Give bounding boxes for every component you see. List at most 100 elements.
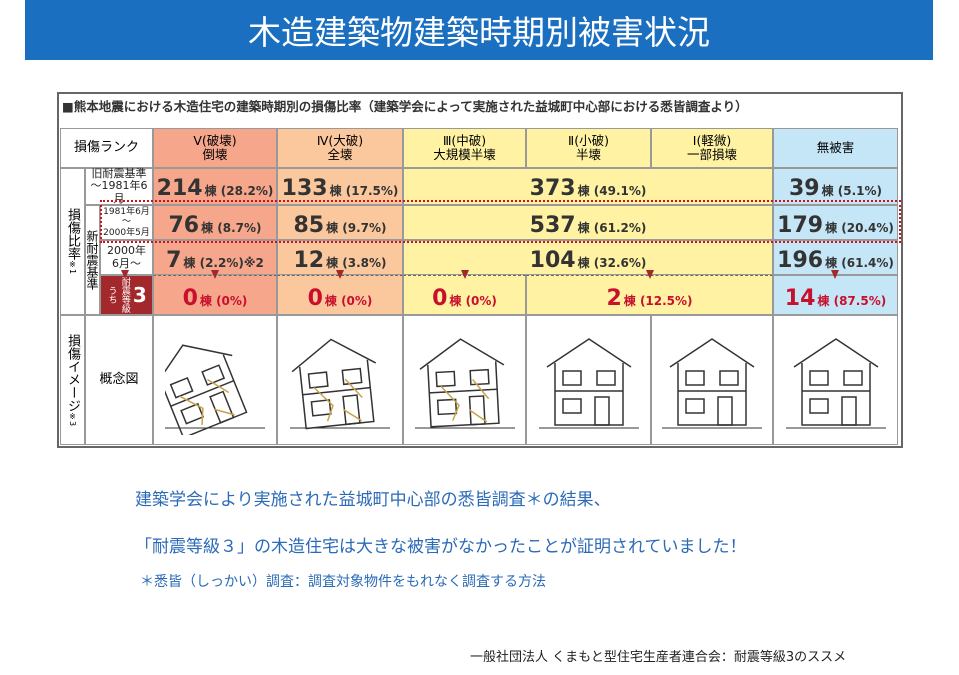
count: 76 (168, 213, 200, 238)
data-cell: 104 棟 (32.6%) (403, 240, 773, 275)
count: 0 (307, 286, 323, 311)
corner-cell: 損傷ランク (60, 128, 153, 168)
arrow (461, 270, 469, 279)
row-label-text: ～ (121, 217, 131, 228)
arrow (646, 270, 654, 279)
detail: 棟 (12.5%) (623, 294, 693, 308)
row-label: うち 耐震等級 3 (100, 275, 153, 315)
data-cell: 133 棟 (17.5%) (277, 168, 403, 205)
side-label: 損傷比率 ※1 (60, 168, 85, 315)
rank-label: 大規模半壊 (433, 147, 496, 162)
row-label-text: うち (106, 286, 117, 304)
image-cell (773, 315, 898, 445)
count: 133 (281, 176, 328, 201)
column-header: Ⅰ(軽微) 一部損壊 (651, 128, 773, 168)
row-label-text: 6月～ (112, 256, 141, 270)
image-cell (403, 315, 526, 445)
table-frame (57, 92, 903, 448)
house (165, 344, 265, 435)
column-header: Ⅴ(破壊) 倒壊 (153, 128, 277, 168)
arrow (831, 270, 839, 279)
rank-label: 倒壊 (202, 147, 228, 162)
data-cell: 39 棟 (5.1%) (773, 168, 898, 205)
data-cell: 179 棟 (20.4%) (773, 205, 898, 240)
detail: 棟 (28.2%) (204, 184, 274, 198)
data-cell: 76 棟 (8.7%) (153, 205, 277, 240)
count: 196 (777, 248, 824, 273)
row-label-text: 3 (132, 282, 147, 307)
count: 0 (432, 286, 448, 311)
house (538, 338, 639, 429)
count: 39 (788, 176, 820, 201)
rank-label: 無被害 (816, 139, 855, 155)
image-row-text: 概念図 (99, 371, 139, 387)
image-row-label: 概念図 (85, 315, 153, 445)
new-label: 新耐震基準 (85, 205, 100, 315)
detail: 棟 (49.1%) (577, 184, 647, 198)
column-header: 無被害 (773, 128, 898, 168)
count: 14 (784, 286, 816, 311)
detail: 棟 (0%) (199, 294, 248, 308)
detail: 棟 (0%) (449, 294, 497, 308)
rank-label: 全壊 (327, 147, 353, 162)
row-label: 1981年6月～ 2000年5月 (100, 205, 153, 240)
house (414, 338, 515, 429)
count: 85 (293, 213, 325, 238)
column-header: Ⅲ(中破) 大規模半壊 (403, 128, 526, 168)
new-label-text: 新耐震基準 (85, 230, 99, 290)
detail: 棟 (3.8%) (326, 256, 387, 270)
row-label: 旧耐震基準 ～1981年6月 (85, 166, 153, 205)
detail: 棟 (61.4%) (825, 256, 894, 270)
highlight (100, 200, 901, 243)
image-label-text: 損傷イメージ (65, 333, 80, 412)
house (662, 338, 762, 429)
data-cell: 12 棟 (3.8%) (277, 240, 403, 275)
count: 2 (606, 286, 622, 311)
house (785, 338, 886, 429)
row-label-text: ～1981年6月 (90, 179, 148, 205)
row-label-text: 2000年5月 (103, 227, 150, 238)
image-cell (526, 315, 651, 445)
image-cell (277, 315, 403, 445)
count: 7 (166, 248, 182, 273)
count: 179 (777, 213, 824, 238)
footer: 一般社団法人 くまもと型住宅生産者連合会：耐震等級3のススメ (470, 650, 847, 665)
rank: Ⅴ(破壊) (193, 132, 237, 148)
count: 214 (156, 176, 203, 201)
detail: 棟 (9.7%) (326, 221, 387, 235)
detail: 棟 (5.1%) (821, 184, 883, 198)
detail: 棟 (8.7%) (201, 221, 262, 235)
image-note: ※3 (68, 411, 77, 427)
detail: 棟 (87.5%) (817, 294, 887, 308)
side-label-text: 損傷比率 (65, 208, 80, 261)
data-cell: 196 棟 (61.4%) (773, 240, 898, 275)
row-label-text: 旧耐震基準 (91, 166, 147, 180)
detail: 棟 (0%) (324, 294, 373, 308)
house (290, 338, 390, 430)
count: 373 (529, 176, 576, 201)
column-header: Ⅱ(小破) 半壊 (526, 128, 651, 168)
rank-label: 半壊 (575, 147, 601, 162)
count: 0 (182, 286, 198, 311)
body-line: 「耐震等級３」の木造住宅は大きな被害がなかったことが証明されていました！ (135, 537, 747, 557)
rank: Ⅰ(軽微) (692, 132, 732, 148)
row-label: 2000年 6月～ (100, 240, 153, 275)
body-line: 建築学会により実施された益城町中心部の悉皆調査＊の結果、 (135, 490, 611, 510)
side-note: ※1 (68, 260, 77, 275)
rank: Ⅲ(中破) (442, 132, 487, 148)
column-header: Ⅳ(大破) 全壊 (277, 128, 403, 168)
count: 12 (293, 248, 325, 273)
title: 木造建築物建築時期別被害状況 (25, 0, 933, 60)
data-cell: 373 棟 (49.1%) (403, 168, 773, 205)
arrow (336, 270, 344, 279)
data-cell: 85 棟 (9.7%) (277, 205, 403, 240)
corner-label: 損傷ランク (73, 139, 139, 155)
data-cell: 537 棟 (61.2%) (403, 205, 773, 240)
arrow (121, 270, 129, 279)
caption: ■熊本地震における木造住宅の建築時期別の損傷比率（建築学会によって実施された益城… (62, 99, 748, 114)
